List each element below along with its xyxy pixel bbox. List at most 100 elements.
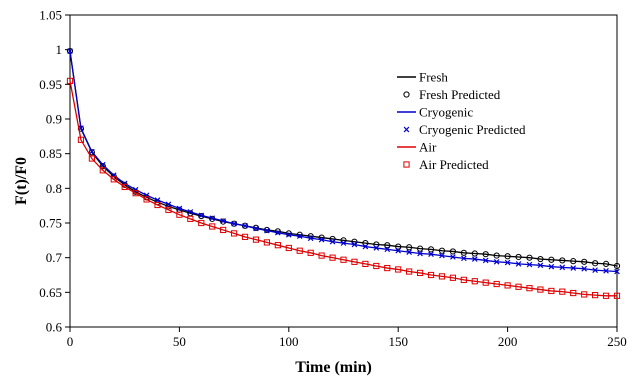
data-point-cryogenic-predicted — [603, 268, 609, 274]
data-point-cryogenic-predicted — [592, 267, 598, 273]
legend-item-fresh: Fresh — [397, 70, 448, 85]
data-point-air-predicted — [252, 236, 260, 243]
data-point-cryogenic-predicted — [307, 235, 314, 242]
data-point-cryogenic-predicted — [154, 197, 161, 203]
data-point-fresh-predicted — [416, 245, 424, 252]
legend-swatch — [403, 91, 410, 98]
data-point-fresh-predicted — [537, 255, 544, 263]
data-point-cryogenic-predicted — [264, 227, 270, 234]
data-point-fresh-predicted — [581, 258, 588, 265]
data-point-fresh-predicted — [504, 253, 511, 260]
data-point-air-predicted — [99, 167, 106, 174]
plot-frame — [69, 14, 618, 328]
data-point-cryogenic-predicted — [373, 245, 380, 251]
data-point-cryogenic-predicted — [461, 255, 467, 262]
data-point-fresh-predicted — [471, 250, 478, 257]
y-tick-label: 0.95 — [39, 77, 62, 92]
y-axis: 0.6 0.65 0.7 0.75 0.8 0.85 0.9 0.95 1 1.05 — [39, 8, 70, 335]
data-point-fresh-predicted — [548, 256, 555, 263]
data-point-air-predicted — [296, 247, 303, 254]
data-point-cryogenic-predicted — [537, 262, 544, 269]
data-point-fresh-predicted — [613, 262, 621, 270]
data-point-air-predicted — [592, 292, 599, 299]
data-point-fresh-predicted — [427, 246, 435, 253]
data-point-fresh-predicted — [460, 249, 467, 256]
data-point-cryogenic-predicted — [417, 250, 423, 257]
data-point-air-predicted — [427, 271, 435, 279]
y-axis-title: F(t)/F0 — [13, 157, 30, 205]
data-point-fresh-predicted — [88, 149, 95, 156]
data-point-air-predicted — [570, 289, 577, 297]
data-point-air-predicted — [263, 239, 271, 246]
data-point-air-predicted — [143, 196, 150, 203]
data-point-cryogenic-predicted — [570, 265, 577, 271]
data-point-air-predicted — [198, 219, 205, 227]
data-point-air-predicted — [471, 278, 478, 285]
data-point-air-predicted — [449, 274, 456, 281]
data-point-cryogenic-predicted — [209, 215, 216, 221]
legend-label: Air — [419, 140, 437, 155]
data-point-fresh-predicted — [449, 248, 456, 255]
data-point-cryogenic-predicted — [581, 265, 588, 272]
data-point-air-predicted — [351, 258, 358, 265]
data-point-cryogenic-predicted — [614, 268, 620, 275]
data-point-air-predicted — [318, 252, 325, 259]
data-point-cryogenic-predicted — [231, 220, 237, 227]
data-point-air-predicted — [482, 279, 489, 286]
x-tick-label: 150 — [388, 334, 408, 349]
legend-item-air-predicted: Air Predicted — [403, 157, 489, 172]
data-point-air-predicted — [209, 223, 216, 230]
plot-area-border — [69, 14, 618, 328]
data-point-air-predicted — [110, 176, 117, 183]
legend-label: Cryogenic — [419, 105, 473, 120]
data-point-cryogenic-predicted — [351, 241, 358, 248]
data-point-air-predicted — [187, 215, 194, 222]
series-cryogenic — [69, 50, 618, 273]
data-point-air-predicted — [537, 286, 544, 293]
y-tick-label: 0.65 — [39, 285, 62, 300]
data-point-cryogenic-predicted — [318, 236, 325, 243]
data-point-air-predicted — [559, 288, 566, 295]
data-point-air-predicted — [88, 155, 95, 162]
data-point-cryogenic-predicted — [99, 161, 106, 168]
y-tick-label: 0.6 — [46, 320, 63, 335]
series-air — [69, 80, 617, 297]
data-point-fresh-predicted — [559, 257, 566, 264]
data-point-cryogenic-predicted — [559, 264, 566, 271]
data-point-air-predicted — [241, 233, 249, 240]
data-point-cryogenic-predicted — [548, 263, 555, 270]
data-point-air-predicted — [438, 273, 446, 280]
series-layer — [66, 47, 621, 299]
data-point-cryogenic-predicted — [406, 249, 412, 255]
data-point-cryogenic-predicted — [340, 240, 347, 246]
series-line-fresh — [69, 50, 618, 267]
data-point-fresh-predicted — [570, 258, 577, 265]
data-point-air-predicted — [285, 244, 292, 252]
data-point-air-predicted — [493, 280, 500, 288]
data-point-air-predicted — [307, 249, 314, 256]
data-point-fresh-predicted — [602, 260, 610, 268]
data-point-cryogenic-predicted — [296, 233, 303, 239]
data-point-air-predicted — [340, 256, 347, 263]
data-point-air-predicted — [504, 282, 511, 289]
data-point-air-predicted — [548, 287, 555, 295]
data-point-cryogenic-predicted — [515, 261, 522, 267]
data-point-air-predicted — [613, 292, 621, 299]
legend: Fresh Fresh Predicted Cryogenic Cryogenic P… — [397, 70, 526, 172]
data-point-fresh-predicted — [296, 231, 303, 238]
series-line-cryogenic — [69, 50, 618, 273]
data-point-fresh-predicted — [395, 243, 402, 250]
x-tick-label: 0 — [67, 334, 74, 349]
data-point-cryogenic-predicted — [132, 186, 139, 193]
data-point-air-predicted — [176, 211, 183, 218]
data-point-air-predicted — [154, 201, 161, 209]
data-point-cryogenic-predicted — [187, 209, 194, 215]
legend-swatch — [403, 126, 410, 133]
data-point-air-predicted — [406, 268, 413, 275]
data-point-air-predicted — [526, 285, 533, 292]
legend-item-air: Air — [397, 140, 437, 155]
data-point-air-predicted — [581, 291, 588, 298]
y-tick-label: 0.75 — [39, 216, 62, 231]
data-point-fresh-predicted — [384, 242, 391, 249]
data-point-air-predicted — [460, 276, 467, 283]
